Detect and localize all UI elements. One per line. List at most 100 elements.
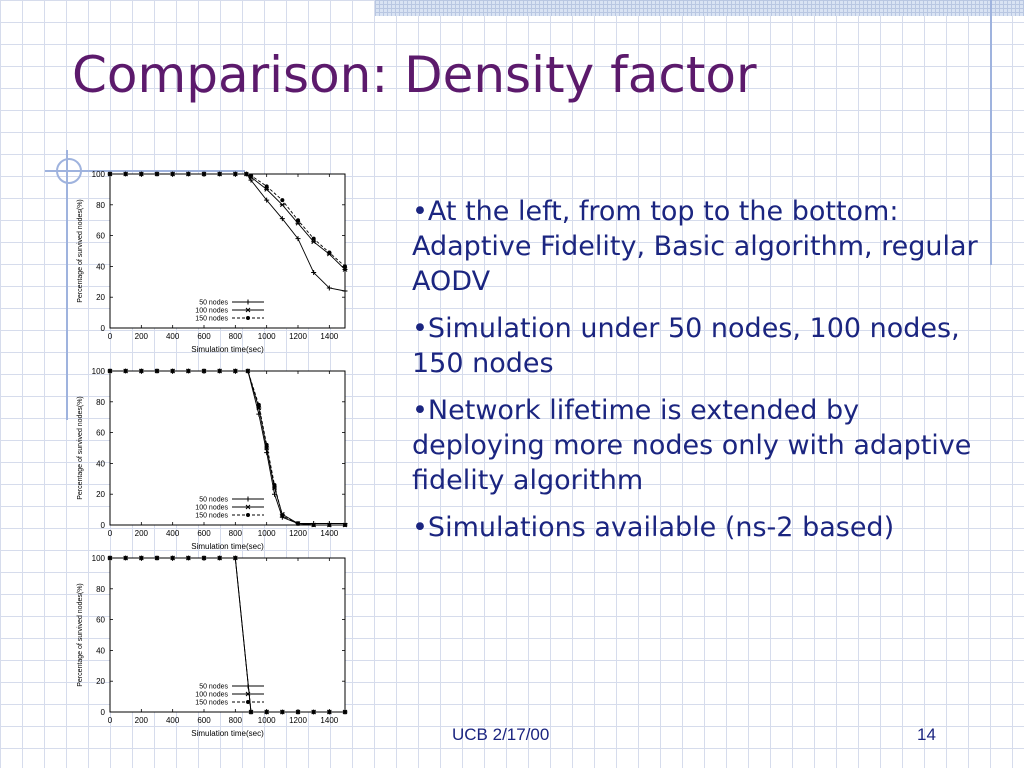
- data-point: [343, 264, 347, 269]
- x-tick-label: 800: [229, 529, 243, 538]
- legend-label: 100 nodes: [195, 308, 228, 315]
- legend-marker: [245, 299, 251, 305]
- data-point: [139, 369, 144, 373]
- chart-middle-basic-algorithm: 0 200 400 600 800 1000 1200 1400 0 20 40 60 80 100 Sim…: [77, 367, 348, 551]
- accent-circle-icon: [56, 158, 82, 184]
- data-point: [327, 523, 332, 527]
- data-point: [264, 187, 270, 192]
- x-tick-label: 0: [108, 529, 113, 538]
- data-point: [280, 513, 285, 518]
- y-tick-label: 80: [96, 398, 105, 407]
- data-point: [123, 172, 128, 176]
- bullet-item: •Simulation under 50 nodes, 100 nodes, 1…: [412, 313, 960, 379]
- slide-title: Comparison: Density factor: [72, 46, 757, 104]
- series-150-nodes: [108, 172, 347, 269]
- data-point: [342, 267, 348, 272]
- legend-marker: [246, 700, 250, 704]
- y-tick-label: 60: [96, 616, 105, 625]
- x-tick-label: 1400: [320, 529, 338, 538]
- data-point: [326, 285, 332, 291]
- x-tick-label: 800: [229, 332, 243, 341]
- left-accent-line: [66, 150, 68, 420]
- legend-marker: [245, 496, 251, 502]
- x-axis-label: Simulation time(sec): [191, 542, 264, 551]
- data-point: [108, 556, 112, 560]
- y-axis-label: Percentage of survived nodes(%): [77, 396, 84, 500]
- y-tick-label: 20: [96, 293, 105, 302]
- y-axis-label: Percentage of survived nodes(%): [77, 583, 84, 687]
- y-tick-label: 20: [96, 490, 105, 499]
- page-number: 14: [917, 725, 936, 744]
- data-point: [217, 172, 222, 176]
- data-point: [296, 218, 300, 223]
- x-tick-label: 400: [166, 332, 180, 341]
- y-tick-label: 0: [101, 521, 106, 530]
- y-tick-label: 0: [101, 324, 106, 333]
- data-point: [233, 172, 238, 176]
- data-point: [202, 556, 206, 560]
- y-tick-label: 0: [101, 708, 106, 717]
- legend-label: 150 nodes: [195, 700, 228, 707]
- data-point: [279, 202, 285, 208]
- data-point: [186, 369, 191, 373]
- y-tick-label: 40: [96, 459, 105, 468]
- bullet-item: •At the left, from top to the bottom: Ad…: [412, 196, 978, 297]
- series-line: [110, 557, 345, 713]
- data-point: [264, 184, 269, 189]
- data-point: [343, 710, 347, 714]
- x-tick-label: 600: [197, 529, 211, 538]
- legend-label: 50 nodes: [199, 497, 228, 504]
- y-tick-label: 20: [96, 677, 105, 686]
- x-tick-label: 600: [197, 716, 211, 725]
- data-point: [202, 369, 206, 373]
- series-150-nodes: [108, 369, 347, 527]
- data-point: [245, 369, 250, 373]
- legend-marker: [246, 316, 250, 320]
- data-point: [272, 485, 277, 491]
- right-accent-line: [990, 0, 992, 265]
- data-point: [296, 521, 300, 526]
- data-point: [256, 405, 262, 411]
- data-point: [264, 445, 270, 451]
- footer-date: UCB 2/17/00: [452, 725, 550, 744]
- data-point: [264, 197, 270, 203]
- x-tick-label: 1200: [289, 332, 307, 341]
- legend-label: 50 nodes: [199, 684, 228, 691]
- y-tick-label: 100: [92, 367, 106, 376]
- bullet-list: •At the left, from top to the bottom: Ad…: [412, 194, 992, 557]
- data-point: [249, 173, 253, 178]
- legend-marker: [245, 683, 251, 689]
- x-tick-label: 1000: [258, 332, 276, 341]
- x-axis-label: Simulation time(sec): [191, 729, 264, 738]
- data-point: [295, 236, 301, 242]
- chart-top-adaptive-fidelity: 0 200 400 600 800 1000 1200 1400 0 20 40 60 80 100 Sim…: [77, 170, 348, 354]
- plot-frame: [109, 370, 346, 526]
- plot-frame: [109, 173, 346, 329]
- data-point: [233, 556, 238, 560]
- data-point: [217, 556, 222, 560]
- legend-label: 100 nodes: [195, 692, 228, 699]
- y-tick-label: 100: [92, 554, 106, 563]
- data-point: [264, 442, 269, 447]
- legend-marker: [245, 691, 251, 697]
- data-point: [155, 556, 159, 560]
- data-point: [280, 710, 285, 714]
- x-tick-label: 200: [135, 716, 149, 725]
- plot-frame: [109, 557, 346, 713]
- data-point: [296, 710, 300, 714]
- data-point: [342, 288, 348, 294]
- x-tick-label: 1000: [258, 529, 276, 538]
- series-150-nodes: [108, 556, 347, 714]
- x-tick-label: 400: [166, 716, 180, 725]
- data-point: [108, 369, 112, 373]
- x-tick-label: 1200: [289, 529, 307, 538]
- y-axis-label: Percentage of survived nodes(%): [77, 199, 84, 303]
- data-point: [295, 220, 301, 226]
- data-point: [139, 172, 144, 176]
- data-point: [123, 556, 128, 560]
- x-tick-label: 1400: [320, 716, 338, 725]
- legend-marker: [245, 504, 251, 510]
- data-point: [311, 270, 317, 276]
- x-tick-label: 200: [135, 529, 149, 538]
- y-tick-label: 60: [96, 429, 105, 438]
